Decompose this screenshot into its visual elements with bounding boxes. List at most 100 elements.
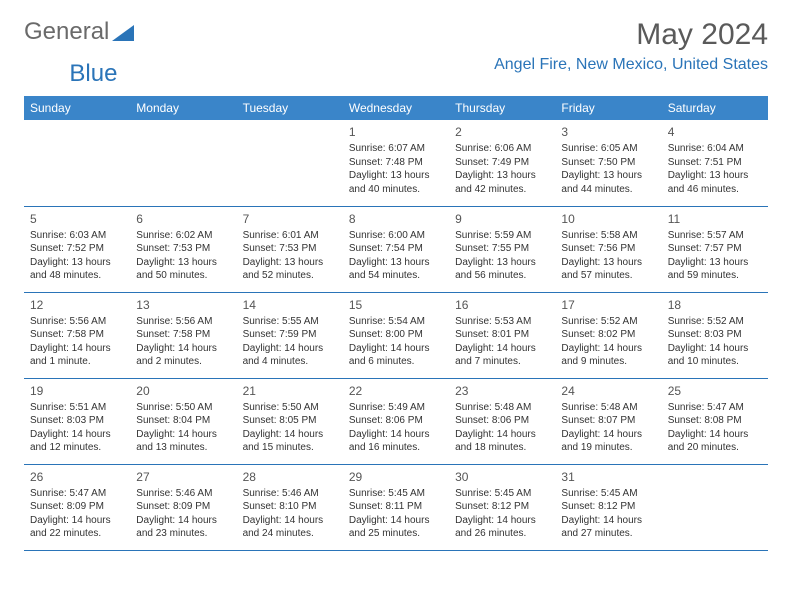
daylight-line: Daylight: 13 hours and 46 minutes.: [668, 169, 762, 196]
daylight-line: Daylight: 14 hours and 25 minutes.: [349, 514, 443, 541]
sunrise-line: Sunrise: 5:48 AM: [561, 401, 655, 415]
daylight-line: Daylight: 13 hours and 48 minutes.: [30, 256, 124, 283]
day-header: Wednesday: [343, 96, 449, 120]
daylight-line: Daylight: 14 hours and 15 minutes.: [243, 428, 337, 455]
day-header: Thursday: [449, 96, 555, 120]
sunset-line: Sunset: 7:48 PM: [349, 156, 443, 170]
sunset-line: Sunset: 7:53 PM: [136, 242, 230, 256]
sunrise-line: Sunrise: 6:05 AM: [561, 142, 655, 156]
month-title: May 2024: [494, 18, 768, 52]
sunset-line: Sunset: 7:57 PM: [668, 242, 762, 256]
calendar-cell: 17Sunrise: 5:52 AMSunset: 8:02 PMDayligh…: [555, 292, 661, 378]
calendar-cell: 31Sunrise: 5:45 AMSunset: 8:12 PMDayligh…: [555, 464, 661, 550]
sunrise-line: Sunrise: 5:49 AM: [349, 401, 443, 415]
sunrise-line: Sunrise: 5:55 AM: [243, 315, 337, 329]
day-number: 1: [349, 124, 443, 140]
daylight-line: Daylight: 14 hours and 9 minutes.: [561, 342, 655, 369]
day-number: 8: [349, 211, 443, 227]
daylight-line: Daylight: 14 hours and 1 minute.: [30, 342, 124, 369]
sunset-line: Sunset: 8:06 PM: [349, 414, 443, 428]
sunset-line: Sunset: 8:10 PM: [243, 500, 337, 514]
daylight-line: Daylight: 14 hours and 13 minutes.: [136, 428, 230, 455]
calendar-cell: [24, 120, 130, 206]
day-number: 29: [349, 469, 443, 485]
daylight-line: Daylight: 14 hours and 4 minutes.: [243, 342, 337, 369]
day-number: 7: [243, 211, 337, 227]
daylight-line: Daylight: 14 hours and 26 minutes.: [455, 514, 549, 541]
sunset-line: Sunset: 8:08 PM: [668, 414, 762, 428]
calendar-cell: 14Sunrise: 5:55 AMSunset: 7:59 PMDayligh…: [237, 292, 343, 378]
calendar-cell: [130, 120, 236, 206]
logo-triangle-icon: [112, 23, 134, 41]
sunset-line: Sunset: 7:58 PM: [30, 328, 124, 342]
day-number: 31: [561, 469, 655, 485]
daylight-line: Daylight: 14 hours and 27 minutes.: [561, 514, 655, 541]
sunrise-line: Sunrise: 6:03 AM: [30, 229, 124, 243]
day-number: 22: [349, 383, 443, 399]
day-number: 4: [668, 124, 762, 140]
calendar-header: SundayMondayTuesdayWednesdayThursdayFrid…: [24, 96, 768, 120]
sunset-line: Sunset: 8:01 PM: [455, 328, 549, 342]
calendar-cell: 10Sunrise: 5:58 AMSunset: 7:56 PMDayligh…: [555, 206, 661, 292]
day-number: 26: [30, 469, 124, 485]
sunrise-line: Sunrise: 5:52 AM: [561, 315, 655, 329]
calendar-cell: 22 Sunrise: 5:49 AMSunset: 8:06 PMDayligh…: [343, 378, 449, 464]
calendar-cell: 30Sunrise: 5:45 AMSunset: 8:12 PMDayligh…: [449, 464, 555, 550]
calendar-table: SundayMondayTuesdayWednesdayThursdayFrid…: [24, 96, 768, 551]
calendar-cell: 26Sunrise: 5:47 AMSunset: 8:09 PMDayligh…: [24, 464, 130, 550]
day-number: 2: [455, 124, 549, 140]
daylight-line: Daylight: 14 hours and 6 minutes.: [349, 342, 443, 369]
sunset-line: Sunset: 7:58 PM: [136, 328, 230, 342]
sunrise-line: Sunrise: 5:56 AM: [30, 315, 124, 329]
calendar-cell: 16Sunrise: 5:53 AMSunset: 8:01 PMDayligh…: [449, 292, 555, 378]
sunrise-line: Sunrise: 5:45 AM: [349, 487, 443, 501]
sunrise-line: Sunrise: 5:47 AM: [30, 487, 124, 501]
sunset-line: Sunset: 7:54 PM: [349, 242, 443, 256]
calendar-cell: 3Sunrise: 6:05 AMSunset: 7:50 PMDaylight…: [555, 120, 661, 206]
logo: General: [24, 18, 134, 46]
sunrise-line: Sunrise: 5:58 AM: [561, 229, 655, 243]
sunset-line: Sunset: 7:56 PM: [561, 242, 655, 256]
sunset-line: Sunset: 7:50 PM: [561, 156, 655, 170]
sunrise-line: Sunrise: 5:56 AM: [136, 315, 230, 329]
sunrise-line: Sunrise: 5:52 AM: [668, 315, 762, 329]
day-number: 20: [136, 383, 230, 399]
calendar-cell: [662, 464, 768, 550]
day-number: 21: [243, 383, 337, 399]
sunrise-line: Sunrise: 6:06 AM: [455, 142, 549, 156]
daylight-line: Daylight: 13 hours and 57 minutes.: [561, 256, 655, 283]
calendar-cell: 13 Sunrise: 5:56 AMSunset: 7:58 PMDayligh…: [130, 292, 236, 378]
daylight-line: Daylight: 14 hours and 2 minutes.: [136, 342, 230, 369]
sunset-line: Sunset: 8:04 PM: [136, 414, 230, 428]
daylight-line: Daylight: 14 hours and 16 minutes.: [349, 428, 443, 455]
daylight-line: Daylight: 14 hours and 19 minutes.: [561, 428, 655, 455]
sunrise-line: Sunrise: 5:50 AM: [243, 401, 337, 415]
sunrise-line: Sunrise: 5:54 AM: [349, 315, 443, 329]
day-number: 13: [136, 297, 230, 313]
daylight-line: Daylight: 13 hours and 50 minutes.: [136, 256, 230, 283]
sunset-line: Sunset: 7:53 PM: [243, 242, 337, 256]
day-header: Monday: [130, 96, 236, 120]
day-header: Friday: [555, 96, 661, 120]
location: Angel Fire, New Mexico, United States: [494, 56, 768, 74]
calendar-cell: 24Sunrise: 5:48 AMSunset: 8:07 PMDayligh…: [555, 378, 661, 464]
calendar-week: 12Sunrise: 5:56 AMSunset: 7:58 PMDayligh…: [24, 292, 768, 378]
day-number: 30: [455, 469, 549, 485]
calendar-cell: 5Sunrise: 6:03 AMSunset: 7:52 PMDaylight…: [24, 206, 130, 292]
sunset-line: Sunset: 8:11 PM: [349, 500, 443, 514]
daylight-line: Daylight: 13 hours and 44 minutes.: [561, 169, 655, 196]
sunset-line: Sunset: 7:59 PM: [243, 328, 337, 342]
daylight-line: Daylight: 14 hours and 24 minutes.: [243, 514, 337, 541]
sunrise-line: Sunrise: 5:46 AM: [136, 487, 230, 501]
sunrise-line: Sunrise: 6:00 AM: [349, 229, 443, 243]
sunset-line: Sunset: 8:07 PM: [561, 414, 655, 428]
day-number: 11: [668, 211, 762, 227]
day-number: 27: [136, 469, 230, 485]
calendar-cell: 6Sunrise: 6:02 AMSunset: 7:53 PMDaylight…: [130, 206, 236, 292]
day-header: Sunday: [24, 96, 130, 120]
sunrise-line: Sunrise: 6:02 AM: [136, 229, 230, 243]
sunset-line: Sunset: 7:51 PM: [668, 156, 762, 170]
calendar-week: 1 Sunrise: 6:07 AMSunset: 7:48 PM Daylight…: [24, 120, 768, 206]
sunrise-line: Sunrise: 6:07 AM: [349, 142, 443, 156]
calendar-week: 5Sunrise: 6:03 AMSunset: 7:52 PMDaylight…: [24, 206, 768, 292]
